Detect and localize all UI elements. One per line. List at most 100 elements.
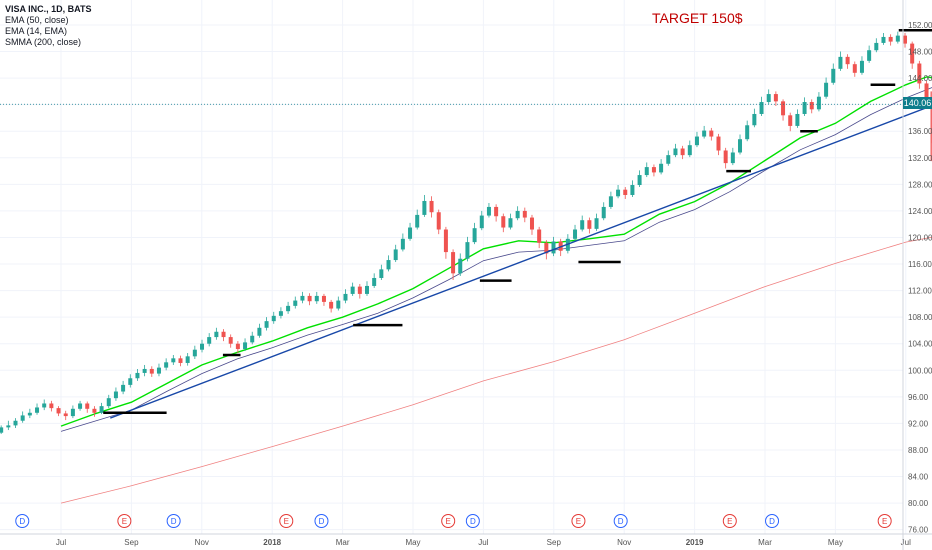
candle-body[interactable]: [27, 412, 32, 416]
candle-body[interactable]: [867, 50, 872, 61]
candle-body[interactable]: [888, 36, 893, 42]
candle-body[interactable]: [738, 139, 743, 153]
candle-body[interactable]: [458, 258, 463, 274]
candle-body[interactable]: [924, 83, 929, 101]
candle-body[interactable]: [659, 163, 664, 173]
candle-body[interactable]: [35, 407, 40, 413]
drawings[interactable]: [0, 29, 932, 419]
candle-body[interactable]: [515, 210, 520, 219]
dividend-badge[interactable]: D: [166, 514, 181, 528]
candle-body[interactable]: [372, 277, 377, 286]
candle-body[interactable]: [479, 215, 484, 229]
candle-body[interactable]: [164, 362, 169, 368]
candle-body[interactable]: [99, 406, 104, 413]
candle-body[interactable]: [149, 368, 154, 374]
candle-body[interactable]: [745, 125, 750, 140]
candle-body[interactable]: [486, 206, 491, 216]
candle-body[interactable]: [709, 130, 714, 137]
earnings-badge[interactable]: E: [571, 514, 586, 528]
candle-body[interactable]: [824, 82, 829, 97]
earnings-badge[interactable]: E: [279, 514, 294, 528]
candle-body[interactable]: [917, 63, 922, 84]
candle-body[interactable]: [142, 368, 147, 373]
candle-body[interactable]: [730, 152, 735, 164]
candle-body[interactable]: [594, 218, 599, 229]
candle-body[interactable]: [644, 167, 649, 176]
candle-body[interactable]: [121, 384, 126, 392]
candle-body[interactable]: [702, 130, 707, 137]
candle-body[interactable]: [673, 148, 678, 156]
candle-body[interactable]: [393, 249, 398, 261]
candle-body[interactable]: [802, 102, 807, 114]
candle-body[interactable]: [314, 295, 319, 302]
candle-body[interactable]: [666, 155, 671, 164]
legend-ema14[interactable]: EMA (14, EMA): [5, 26, 68, 36]
candle-body[interactable]: [336, 300, 341, 309]
candle-body[interactable]: [293, 300, 298, 306]
candle-body[interactable]: [92, 408, 97, 413]
candle-body[interactable]: [773, 94, 778, 102]
earnings-badge[interactable]: E: [441, 514, 456, 528]
candle-body[interactable]: [357, 286, 362, 294]
earnings-badge[interactable]: E: [117, 514, 132, 528]
candle-body[interactable]: [207, 337, 212, 344]
candle-body[interactable]: [895, 35, 900, 42]
candle-body[interactable]: [587, 220, 592, 229]
candle-body[interactable]: [171, 358, 176, 363]
candle-body[interactable]: [443, 229, 448, 253]
candle-body[interactable]: [415, 214, 420, 228]
candle-body[interactable]: [192, 349, 197, 357]
candle-body[interactable]: [350, 286, 355, 294]
candle-body[interactable]: [501, 216, 506, 228]
candle-body[interactable]: [651, 167, 656, 173]
candle-body[interactable]: [716, 136, 721, 151]
candle-body[interactable]: [200, 343, 205, 350]
candle-body[interactable]: [400, 238, 405, 250]
candle-body[interactable]: [307, 295, 312, 302]
legend-title[interactable]: VISA INC., 1D, BATS: [5, 4, 92, 14]
candle-body[interactable]: [185, 356, 190, 363]
candle-body[interactable]: [601, 206, 606, 219]
candle-body[interactable]: [529, 217, 534, 230]
dividend-badge[interactable]: D: [765, 514, 780, 528]
candle-body[interactable]: [580, 220, 585, 230]
candle-body[interactable]: [795, 113, 800, 126]
candle-body[interactable]: [379, 269, 384, 278]
ascending-trendline[interactable]: [110, 73, 932, 419]
candle-body[interactable]: [508, 218, 513, 228]
candle-body[interactable]: [128, 378, 133, 385]
candle-body[interactable]: [616, 189, 621, 197]
candle-body[interactable]: [257, 327, 262, 336]
candle-body[interactable]: [70, 408, 75, 417]
candlesticks[interactable]: [0, 31, 932, 435]
candle-body[interactable]: [135, 372, 140, 379]
candle-body[interactable]: [522, 210, 527, 218]
candle-body[interactable]: [243, 342, 248, 350]
candle-body[interactable]: [608, 196, 613, 207]
candle-body[interactable]: [156, 367, 161, 374]
candle-body[interactable]: [472, 228, 477, 243]
candle-body[interactable]: [759, 102, 764, 114]
dividend-badge[interactable]: D: [314, 514, 329, 528]
target-annotation[interactable]: TARGET 150$: [652, 10, 743, 26]
candle-body[interactable]: [329, 301, 334, 309]
candle-body[interactable]: [903, 35, 907, 44]
highlight-box[interactable]: [930, 91, 932, 162]
candle-body[interactable]: [49, 403, 54, 409]
candle-body[interactable]: [494, 206, 499, 217]
candle-body[interactable]: [852, 64, 857, 73]
candle-body[interactable]: [85, 403, 90, 409]
candle-body[interactable]: [752, 113, 757, 126]
candle-body[interactable]: [544, 242, 549, 254]
candle-body[interactable]: [630, 185, 635, 195]
candle-body[interactable]: [321, 295, 326, 302]
candle-body[interactable]: [106, 398, 111, 407]
candle-body[interactable]: [838, 56, 843, 69]
candle-body[interactable]: [6, 425, 11, 428]
candle-body[interactable]: [56, 408, 61, 414]
candle-body[interactable]: [214, 331, 219, 338]
candle-body[interactable]: [816, 96, 821, 110]
candle-body[interactable]: [809, 102, 814, 110]
